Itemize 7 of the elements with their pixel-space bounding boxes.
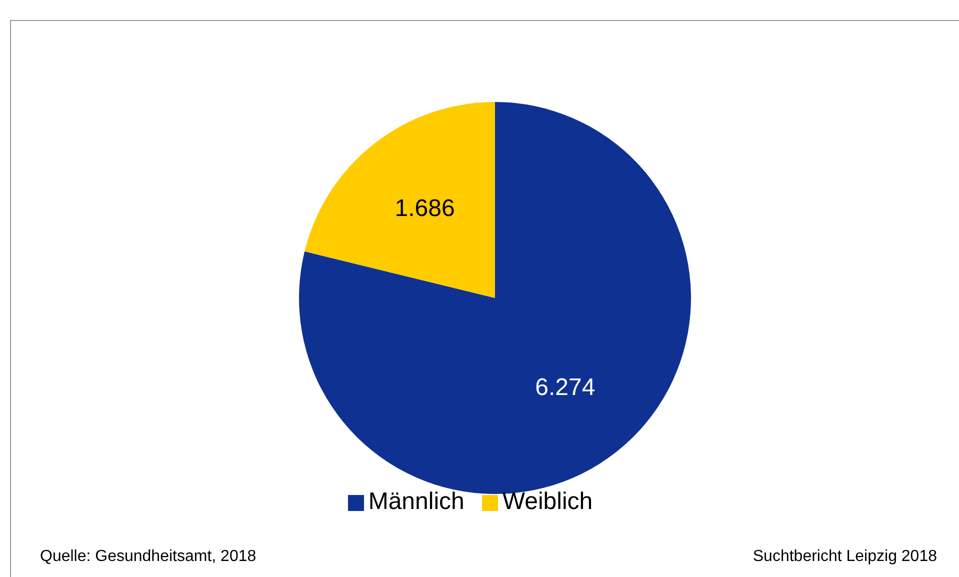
pie-slice <box>304 102 495 298</box>
text: Suchtbericht Leipzig 2018 <box>752 548 937 566</box>
source-note: Quelle: Gesundheitsamt, 2018 <box>40 548 256 566</box>
data-label: 6.274 <box>535 374 596 401</box>
legend-label: Weiblich <box>502 488 593 515</box>
data-label: 1.686 <box>394 195 455 222</box>
legend-label: Männlich <box>368 488 464 515</box>
